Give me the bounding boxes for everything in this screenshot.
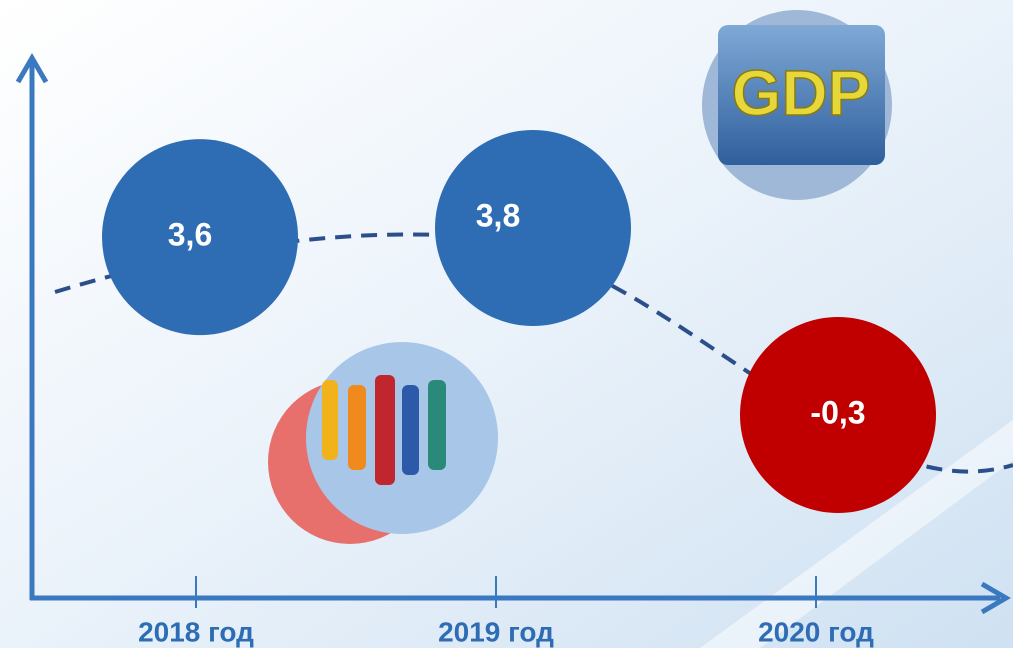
x-tick-label: 2018 год — [138, 616, 254, 647]
people-icon — [268, 342, 498, 544]
value-label: 3,6 — [168, 217, 212, 253]
value-label: -0,3 — [810, 394, 865, 430]
axes — [15, 53, 1011, 615]
x-tick-label: 2020 год — [758, 616, 874, 647]
light-streak — [700, 420, 1013, 648]
gdp-text: GDP — [732, 57, 871, 129]
gdp-icon: GDP — [702, 10, 892, 200]
x-tick-label: 2019 год — [438, 616, 554, 647]
value-bubble — [102, 139, 298, 336]
value-label: 3,8 — [476, 197, 520, 233]
value-bubble — [740, 317, 936, 513]
value-bubble — [435, 130, 631, 326]
